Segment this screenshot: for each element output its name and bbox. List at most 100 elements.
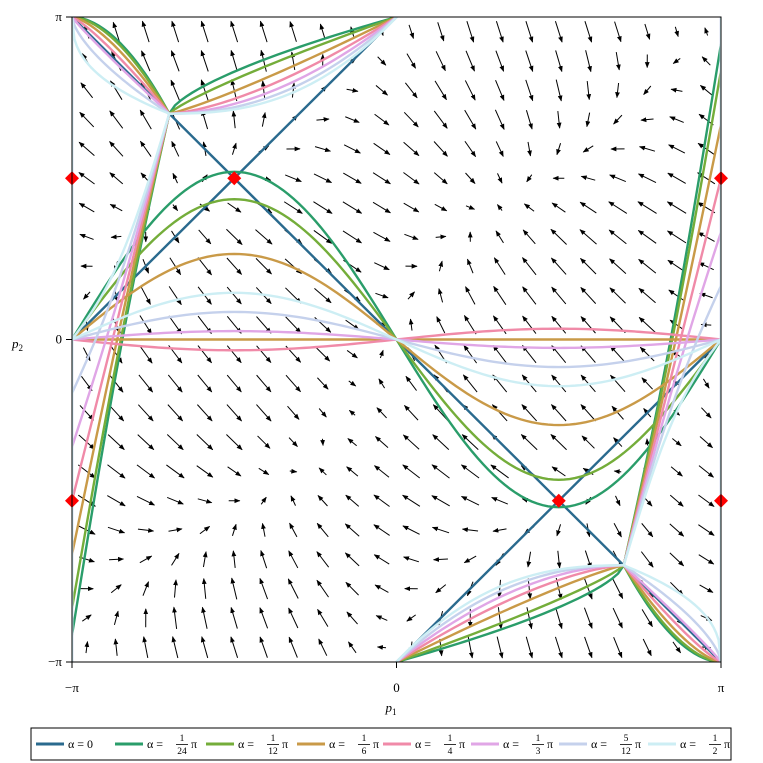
axis-ticks: −π 0 π −π 0 π bbox=[48, 9, 725, 695]
legend-item-3: α = 1 6π bbox=[297, 734, 379, 757]
vector-arrow bbox=[141, 50, 151, 72]
vector-arrow bbox=[173, 579, 178, 598]
vector-arrow bbox=[230, 20, 239, 43]
series-line bbox=[72, 17, 171, 115]
vector-arrow bbox=[109, 110, 124, 129]
vector-arrow bbox=[431, 526, 450, 534]
legend-item-4: α = 1 4π bbox=[383, 734, 465, 757]
trajectory-curves bbox=[72, 17, 721, 662]
vector-arrow bbox=[201, 578, 207, 599]
vector-arrow bbox=[463, 555, 477, 564]
vector-arrow bbox=[668, 289, 685, 302]
vector-arrow bbox=[140, 286, 151, 305]
vector-arrow bbox=[493, 257, 506, 275]
vector-arrow bbox=[320, 438, 325, 446]
vector-arrow bbox=[230, 636, 239, 658]
vector-arrow bbox=[139, 315, 153, 335]
y-axis-label-sub: 2 bbox=[19, 343, 24, 353]
vector-arrow bbox=[436, 316, 446, 334]
legend-frac-den: 24 bbox=[177, 747, 187, 757]
vector-arrow bbox=[258, 467, 270, 475]
vector-arrow bbox=[674, 26, 679, 38]
vector-arrow bbox=[319, 23, 326, 40]
vector-arrow bbox=[168, 527, 183, 533]
vector-arrow bbox=[230, 606, 238, 629]
vector-arrow bbox=[698, 524, 715, 536]
vector-arrow bbox=[108, 404, 125, 422]
vector-arrow bbox=[554, 636, 563, 659]
legend-label: α = bbox=[147, 737, 163, 751]
vector-arrow bbox=[669, 116, 684, 123]
vector-arrow bbox=[226, 345, 242, 364]
vector-arrow bbox=[403, 141, 420, 157]
x-axis-label: p1 bbox=[385, 700, 397, 717]
vector-arrow bbox=[344, 523, 360, 537]
vector-arrow bbox=[110, 234, 122, 240]
y-tick-label-0: −π bbox=[48, 654, 62, 669]
vector-arrow bbox=[139, 140, 152, 157]
vector-arrow bbox=[668, 144, 686, 154]
vector-arrow bbox=[702, 378, 710, 389]
vector-arrow bbox=[256, 316, 272, 334]
vector-arrow bbox=[350, 26, 355, 37]
vector-arrow bbox=[466, 21, 475, 43]
series-line bbox=[169, 17, 398, 115]
series-7 bbox=[72, 17, 721, 662]
series-line bbox=[72, 17, 171, 115]
series-line bbox=[169, 17, 398, 115]
vector-arrow bbox=[289, 468, 298, 474]
vector-arrow bbox=[109, 203, 123, 212]
vector-arrow bbox=[613, 522, 622, 538]
series-line bbox=[623, 564, 721, 662]
vector-arrow bbox=[522, 229, 536, 245]
vector-arrow bbox=[285, 316, 302, 334]
vector-arrow bbox=[669, 319, 684, 330]
vector-arrow bbox=[609, 287, 626, 304]
vector-arrow bbox=[318, 638, 328, 656]
vector-arrow bbox=[432, 557, 448, 562]
vector-arrow bbox=[490, 464, 509, 479]
vector-arrow bbox=[551, 286, 567, 305]
vector-arrow bbox=[79, 233, 94, 240]
vector-arrow bbox=[375, 436, 389, 449]
legend-frac-den: 2 bbox=[713, 747, 718, 757]
vector-arrow bbox=[317, 377, 329, 390]
vector-arrow bbox=[402, 525, 420, 535]
vector-arrow bbox=[226, 404, 242, 422]
series-line bbox=[396, 338, 721, 350]
vector-arrow bbox=[376, 407, 387, 419]
vector-arrow bbox=[496, 636, 504, 659]
vector-arrow bbox=[699, 584, 714, 593]
vector-arrow bbox=[525, 50, 534, 72]
series-line bbox=[622, 564, 721, 662]
vector-arrow bbox=[261, 112, 267, 127]
series-line bbox=[72, 310, 397, 341]
vector-arrow bbox=[137, 527, 155, 533]
series-line bbox=[396, 327, 721, 341]
vector-arrow bbox=[260, 80, 266, 100]
legend-frac-num: 1 bbox=[713, 734, 718, 744]
vector-arrow bbox=[464, 80, 476, 101]
legend-frac-num: 1 bbox=[271, 734, 276, 744]
vector-arrow bbox=[465, 286, 476, 305]
legend-frac-num: 1 bbox=[180, 734, 185, 744]
vector-arrow bbox=[406, 53, 416, 69]
vector-arrow bbox=[348, 380, 357, 387]
vector-arrow bbox=[200, 20, 209, 43]
vector-arrow bbox=[495, 79, 505, 102]
vector-arrow bbox=[527, 578, 533, 600]
vector-arrow bbox=[172, 172, 178, 184]
vector-arrow bbox=[107, 434, 125, 450]
vector-arrow bbox=[402, 494, 421, 507]
vector-arrow bbox=[645, 438, 650, 446]
vector-arrow bbox=[374, 113, 390, 126]
vector-arrow bbox=[698, 465, 714, 478]
legend-label: α = bbox=[591, 737, 607, 751]
vector-arrow bbox=[138, 374, 154, 393]
vector-arrow bbox=[138, 344, 153, 364]
series-line bbox=[72, 291, 397, 341]
vector-arrow bbox=[80, 82, 94, 99]
legend-frac-den: 3 bbox=[536, 747, 541, 757]
series-line bbox=[396, 338, 721, 388]
vector-arrow bbox=[522, 315, 537, 334]
